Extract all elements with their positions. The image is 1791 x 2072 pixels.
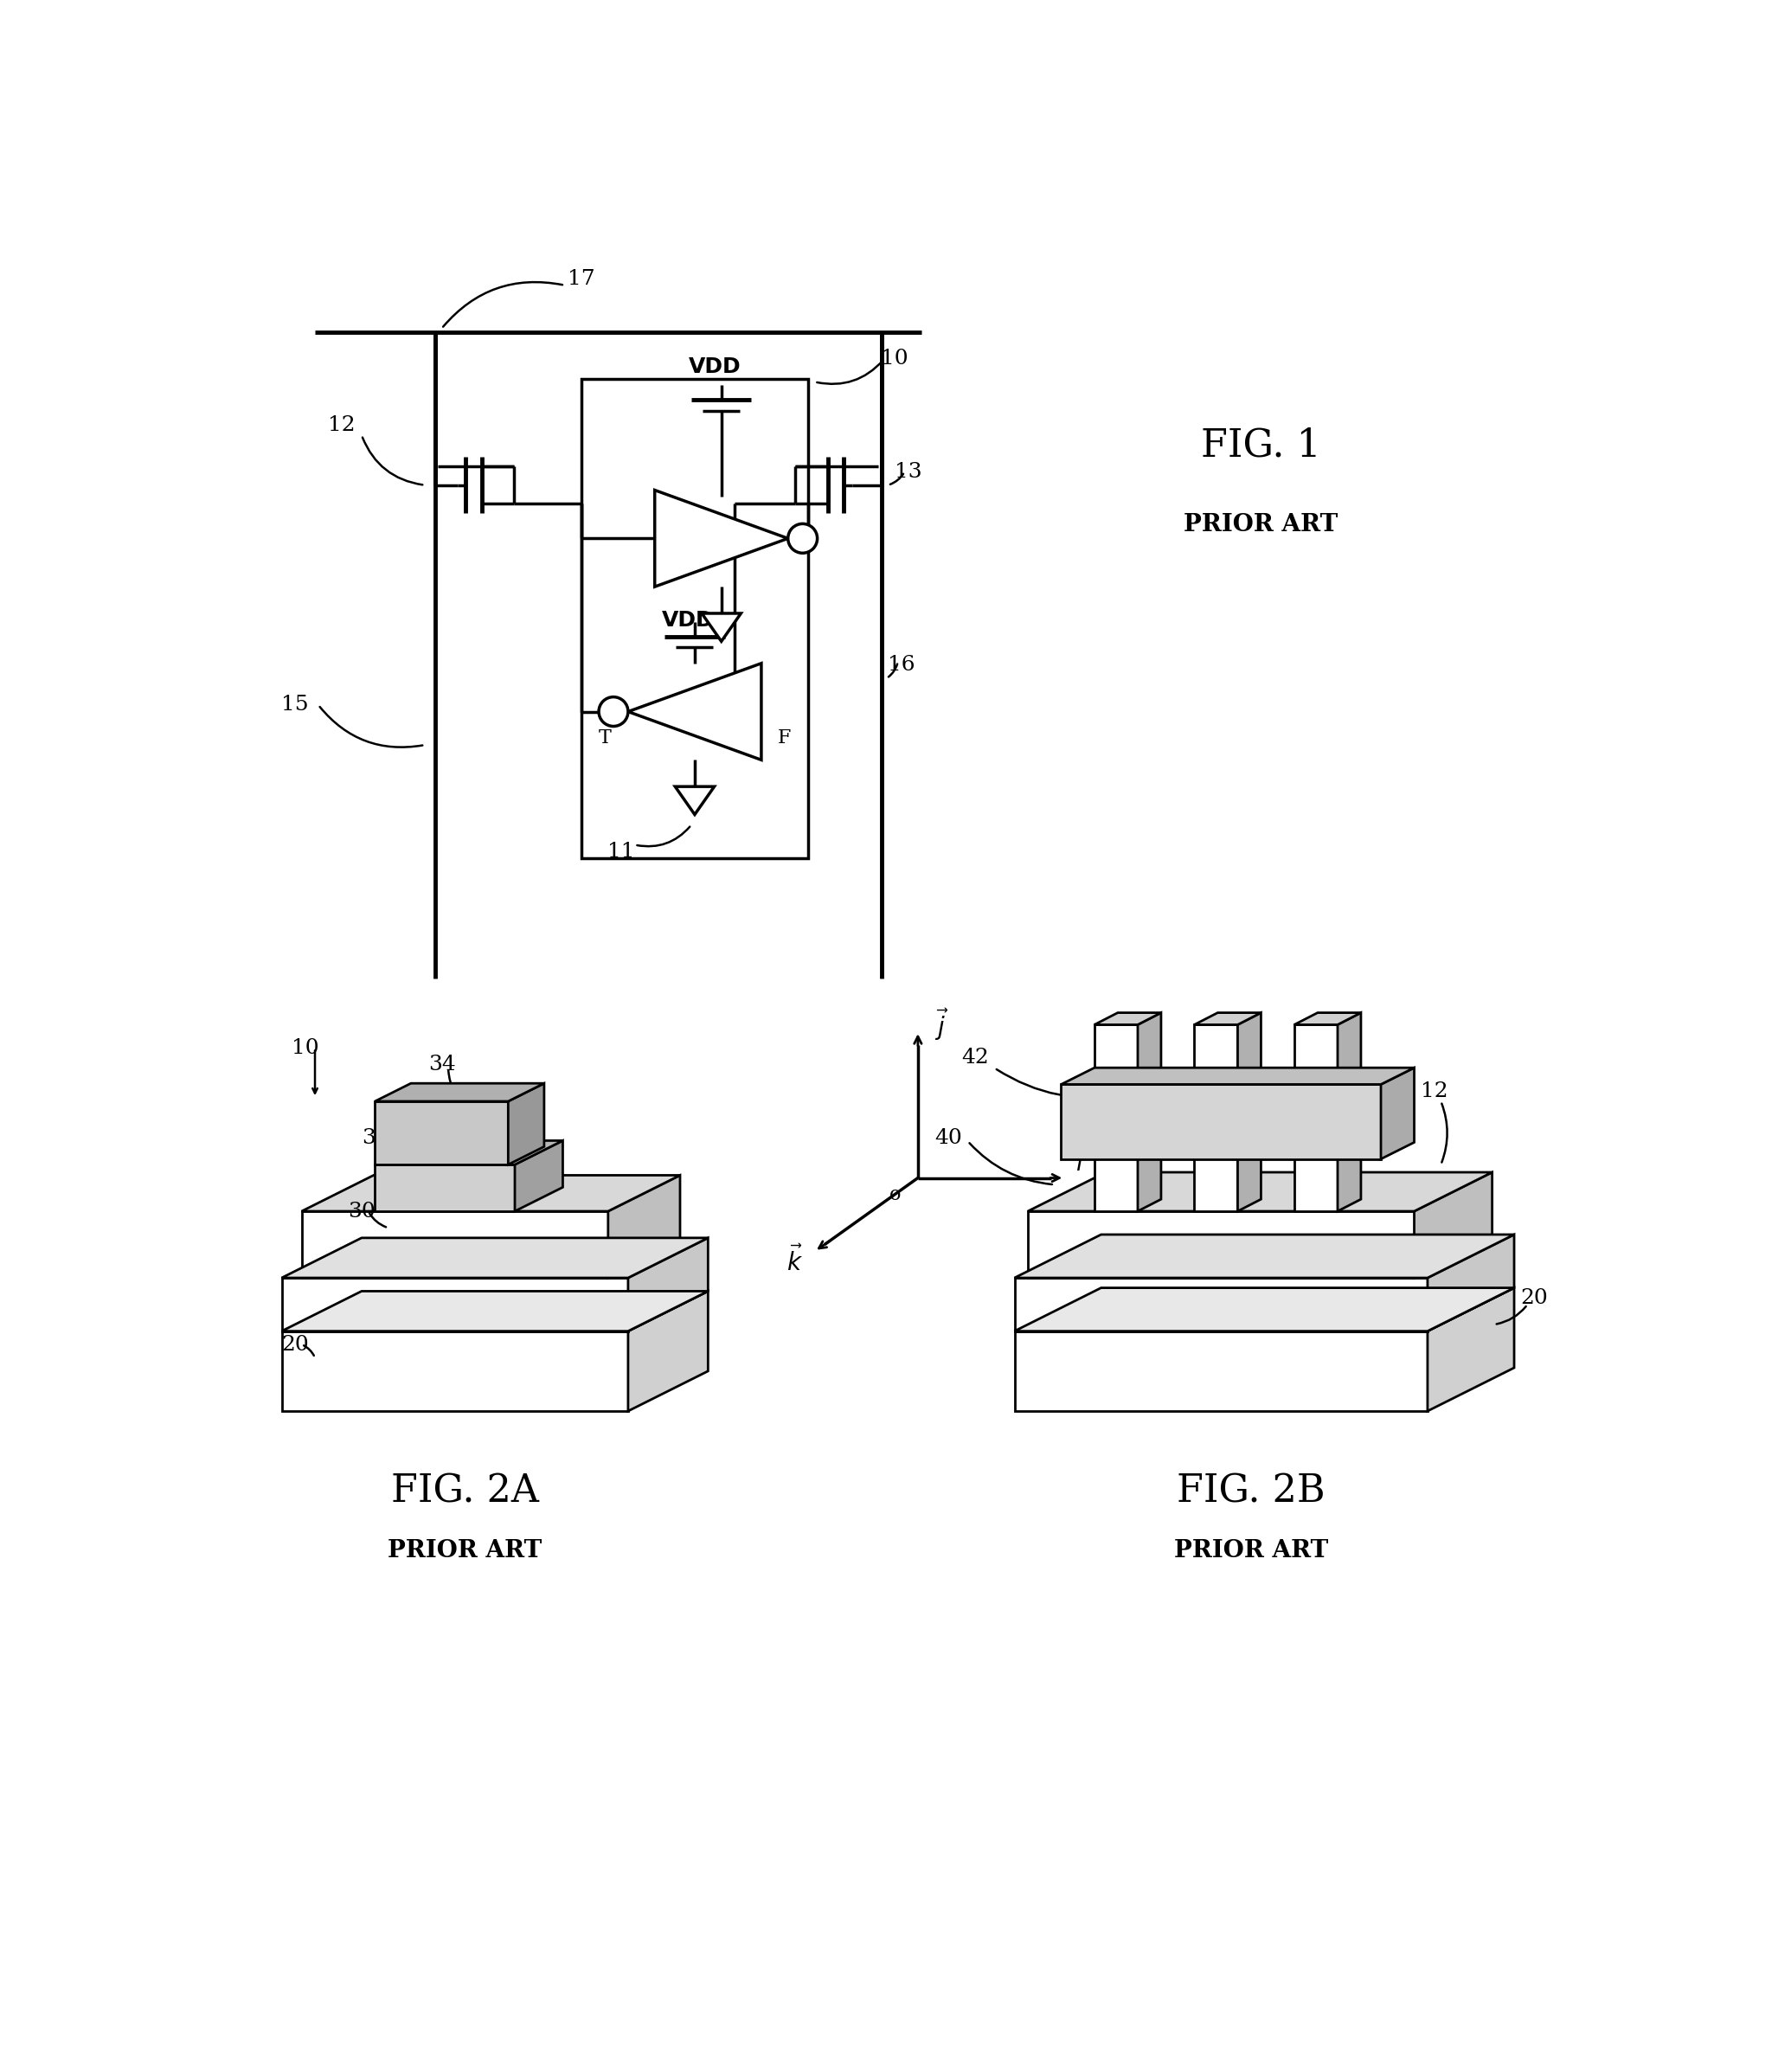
Polygon shape xyxy=(1238,1013,1261,1212)
Polygon shape xyxy=(1028,1212,1415,1278)
Text: VDD: VDD xyxy=(663,609,715,630)
Text: 12: 12 xyxy=(328,414,355,435)
Text: PRIOR ART: PRIOR ART xyxy=(387,1539,543,1562)
Text: 11: 11 xyxy=(607,841,636,862)
Text: $\vec{i}$: $\vec{i}$ xyxy=(1075,1146,1087,1177)
Text: 30: 30 xyxy=(347,1202,376,1220)
Polygon shape xyxy=(509,1084,544,1164)
Text: FIG. 2B: FIG. 2B xyxy=(1177,1473,1325,1510)
Text: 16: 16 xyxy=(888,655,915,675)
Text: 20: 20 xyxy=(281,1334,310,1355)
Text: 15: 15 xyxy=(281,694,308,715)
Polygon shape xyxy=(1094,1013,1161,1026)
Text: PRIOR ART: PRIOR ART xyxy=(1173,1539,1329,1562)
Bar xyxy=(582,379,808,858)
Text: 32: 32 xyxy=(362,1127,389,1148)
Polygon shape xyxy=(1415,1173,1492,1278)
Polygon shape xyxy=(1094,1026,1137,1212)
Text: 10: 10 xyxy=(292,1038,319,1059)
Text: 20: 20 xyxy=(1521,1289,1547,1307)
Polygon shape xyxy=(1137,1013,1161,1212)
Circle shape xyxy=(598,696,629,727)
Polygon shape xyxy=(301,1175,681,1212)
Polygon shape xyxy=(374,1140,562,1164)
Text: 10: 10 xyxy=(881,348,908,369)
Polygon shape xyxy=(1295,1026,1338,1212)
Polygon shape xyxy=(514,1140,562,1212)
Polygon shape xyxy=(1060,1067,1415,1084)
Polygon shape xyxy=(281,1278,629,1330)
Text: FIG. 2A: FIG. 2A xyxy=(390,1473,539,1510)
Polygon shape xyxy=(281,1237,707,1278)
Polygon shape xyxy=(1427,1289,1513,1411)
Polygon shape xyxy=(656,491,788,586)
Text: $\vec{k}$: $\vec{k}$ xyxy=(786,1245,802,1276)
Polygon shape xyxy=(1381,1067,1415,1158)
Polygon shape xyxy=(281,1330,629,1411)
Text: F: F xyxy=(777,729,792,748)
Polygon shape xyxy=(1060,1084,1381,1158)
Polygon shape xyxy=(374,1164,514,1212)
Polygon shape xyxy=(675,787,715,814)
Text: 12: 12 xyxy=(1420,1082,1449,1102)
Polygon shape xyxy=(374,1084,544,1102)
Text: 42: 42 xyxy=(962,1048,989,1067)
Text: FIG. 1: FIG. 1 xyxy=(1202,427,1322,464)
Text: 17: 17 xyxy=(568,269,595,288)
Polygon shape xyxy=(1195,1026,1238,1212)
Polygon shape xyxy=(301,1212,609,1278)
Polygon shape xyxy=(629,1291,707,1411)
Text: 44: 44 xyxy=(1221,1055,1248,1075)
Polygon shape xyxy=(1338,1013,1361,1212)
Text: 13: 13 xyxy=(894,462,922,483)
Polygon shape xyxy=(629,1237,707,1330)
Text: PRIOR ART: PRIOR ART xyxy=(1184,514,1338,537)
Polygon shape xyxy=(1014,1289,1513,1330)
Text: 34: 34 xyxy=(428,1055,455,1075)
Polygon shape xyxy=(1014,1330,1427,1411)
Polygon shape xyxy=(1427,1235,1513,1330)
Polygon shape xyxy=(1014,1235,1513,1278)
Polygon shape xyxy=(374,1102,509,1164)
Polygon shape xyxy=(609,1175,681,1278)
Circle shape xyxy=(788,524,817,553)
Text: 40: 40 xyxy=(935,1127,962,1148)
Polygon shape xyxy=(1295,1013,1361,1026)
Polygon shape xyxy=(1195,1013,1261,1026)
Polygon shape xyxy=(702,613,741,642)
Polygon shape xyxy=(1028,1173,1492,1212)
Text: VDD: VDD xyxy=(688,356,741,377)
Text: $\vec{j}$: $\vec{j}$ xyxy=(935,1007,949,1042)
Text: T: T xyxy=(598,729,611,748)
Polygon shape xyxy=(281,1291,707,1330)
Text: o: o xyxy=(890,1185,901,1204)
Polygon shape xyxy=(1014,1278,1427,1330)
Polygon shape xyxy=(629,663,761,760)
